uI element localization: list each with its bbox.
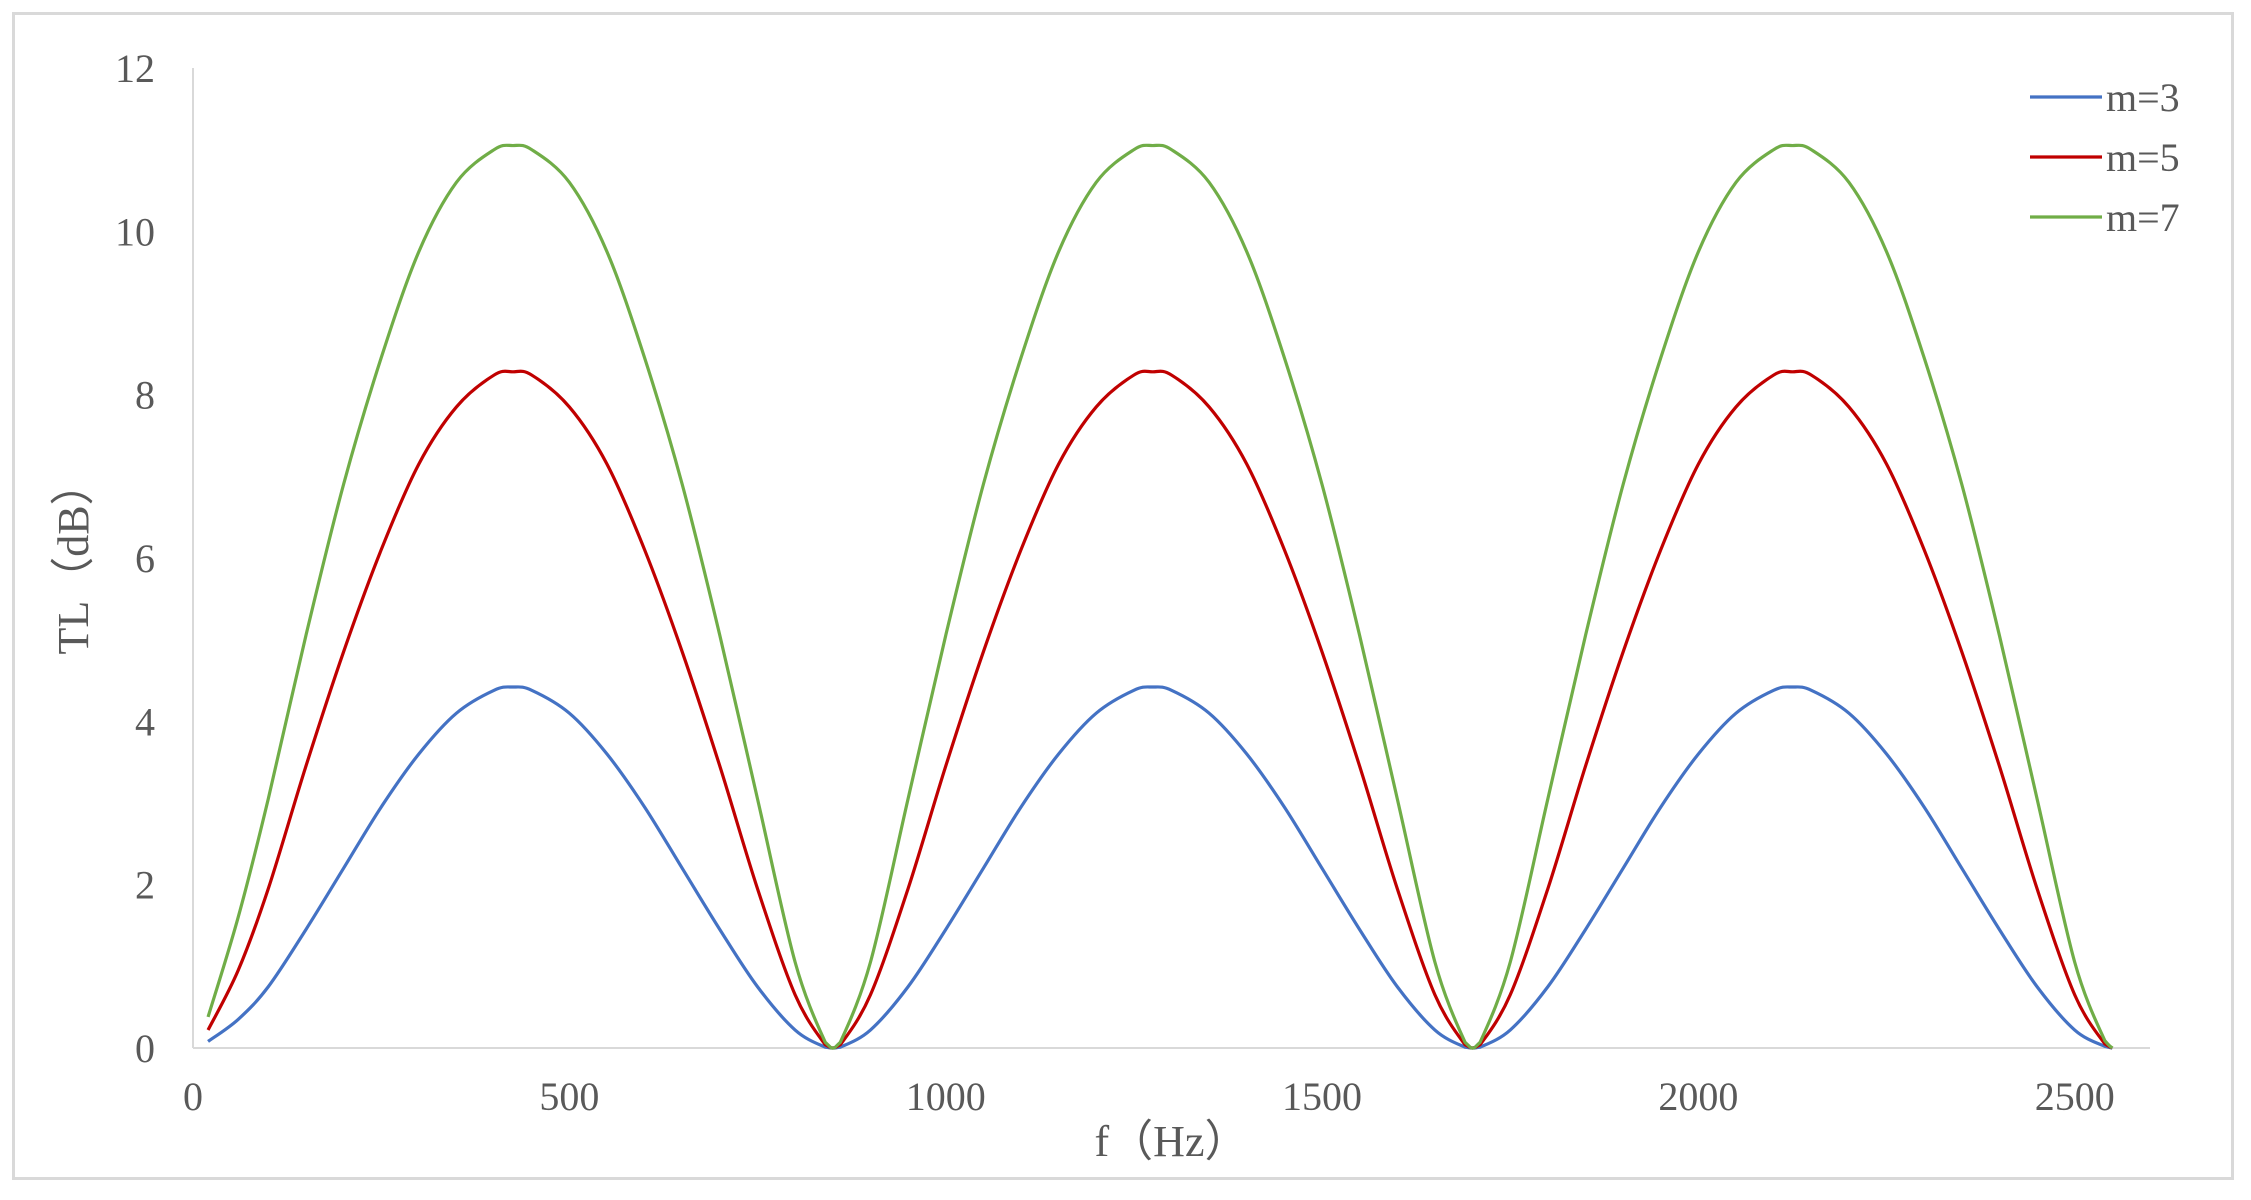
y-axis-title: TL（dB） bbox=[49, 461, 98, 654]
x-tick-label: 2500 bbox=[2035, 1074, 2115, 1119]
axes bbox=[192, 68, 2150, 1049]
x-tick-label: 0 bbox=[183, 1074, 203, 1119]
legend-label: m=3 bbox=[2106, 75, 2180, 120]
y-tick-label: 4 bbox=[135, 699, 155, 744]
series-line-m5 bbox=[206, 369, 2114, 1050]
series-lines bbox=[206, 143, 2114, 1050]
x-tick-label: 1500 bbox=[1282, 1074, 1362, 1119]
legend-label: m=7 bbox=[2106, 195, 2180, 240]
series-line-m7 bbox=[206, 143, 2114, 1050]
y-tick-label: 6 bbox=[135, 536, 155, 581]
y-tick-label: 2 bbox=[135, 863, 155, 908]
y-tick-labels: 0 2 4 6 8 10 12 bbox=[115, 46, 155, 1071]
series-line-m3 bbox=[207, 685, 2113, 1050]
x-tick-label: 1000 bbox=[906, 1074, 986, 1119]
legend: m=3 m=5 m=7 bbox=[2030, 75, 2180, 240]
x-tick-labels: 0 500 1000 1500 2000 2500 bbox=[183, 1074, 2115, 1119]
x-tick-label: 2000 bbox=[1658, 1074, 1738, 1119]
legend-label: m=5 bbox=[2106, 135, 2180, 180]
x-axis-title: f（Hz） bbox=[1095, 1117, 1249, 1166]
y-tick-label: 0 bbox=[135, 1026, 155, 1071]
y-tick-label: 10 bbox=[115, 209, 155, 254]
y-tick-label: 8 bbox=[135, 373, 155, 418]
x-tick-label: 500 bbox=[539, 1074, 599, 1119]
y-tick-label: 12 bbox=[115, 46, 155, 91]
